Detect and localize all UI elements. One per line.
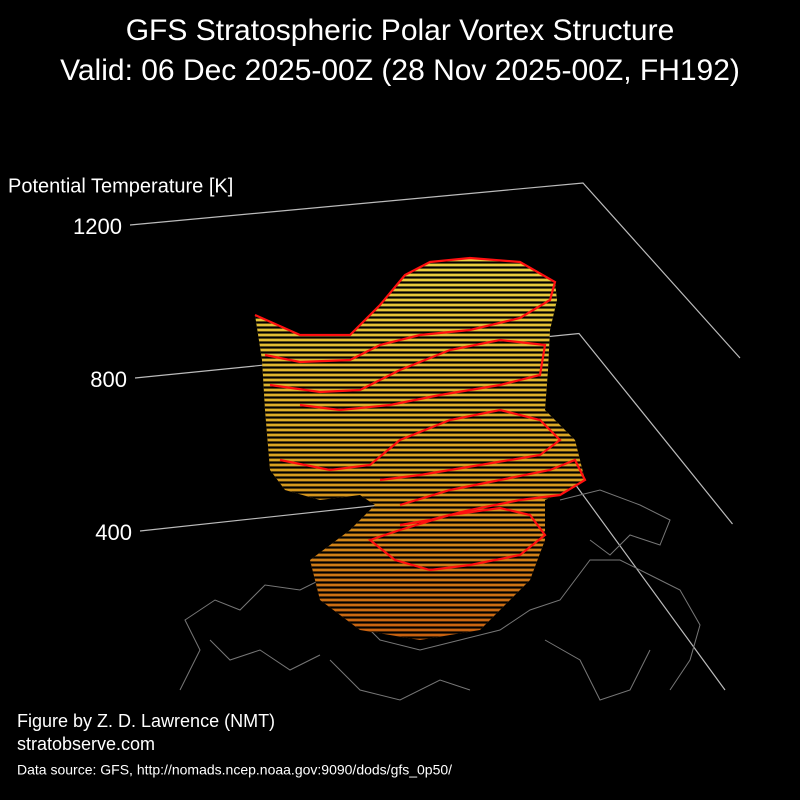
grid-line <box>129 182 741 359</box>
coastlines <box>179 489 701 701</box>
z-tick-labels: 400 800 1200 <box>73 214 132 545</box>
website: stratobserve.com <box>17 734 155 754</box>
z-tick-label: 400 <box>95 520 132 545</box>
z-axis-label: Potential Temperature [K] <box>8 175 233 197</box>
chart-subtitle: Valid: 06 Dec 2025-00Z (28 Nov 2025-00Z,… <box>60 54 740 87</box>
z-tick-label: 800 <box>90 367 127 392</box>
z-tick-label: 1200 <box>73 214 122 239</box>
vortex-surface <box>255 258 585 640</box>
data-source: Data source: GFS, http://nomads.ncep.noa… <box>17 762 452 778</box>
credit: Figure by Z. D. Lawrence (NMT) <box>17 711 275 731</box>
vortex-contours <box>254 256 587 572</box>
chart-title: GFS Stratospheric Polar Vortex Structure <box>126 14 675 47</box>
